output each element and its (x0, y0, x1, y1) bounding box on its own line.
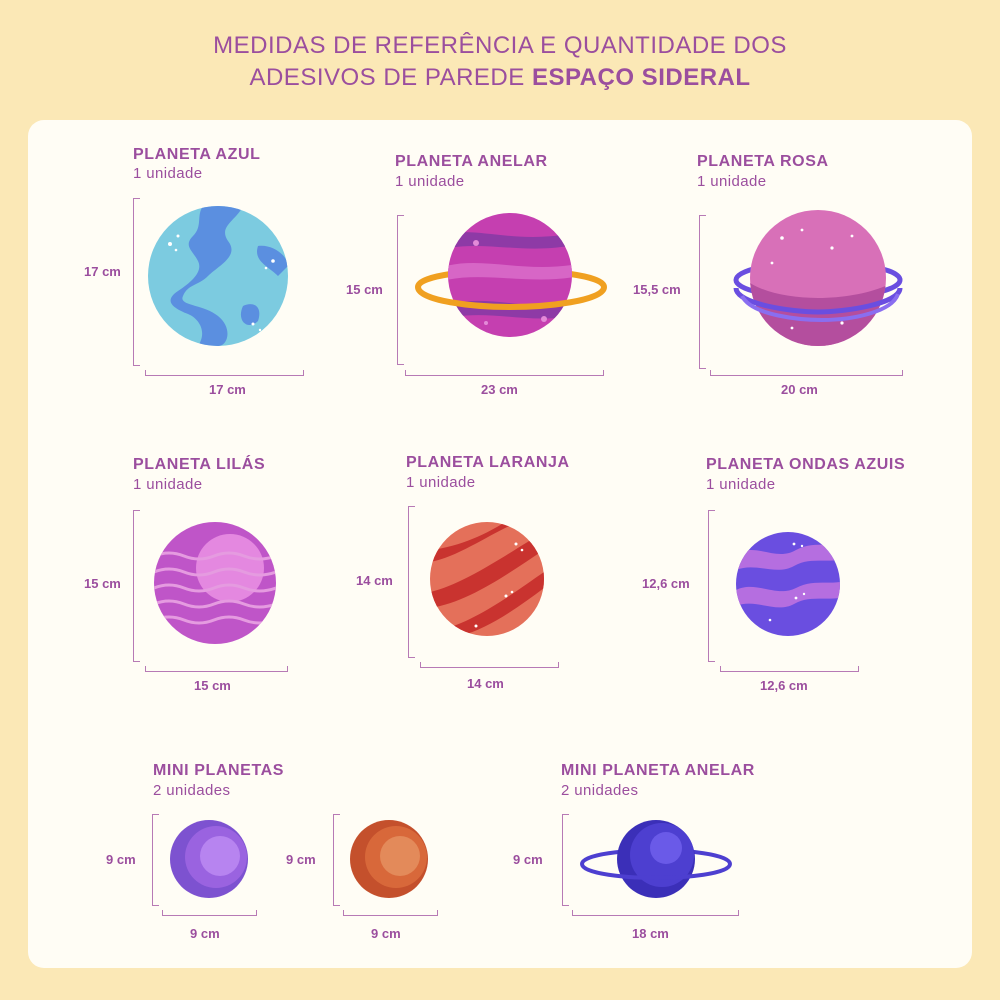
mini-orange-planet-icon (350, 820, 428, 898)
width-bracket (405, 370, 604, 376)
height-bracket (708, 510, 715, 662)
mini-ringed-planet-icon (580, 820, 732, 898)
item-title: PLANETA ROSA (697, 153, 829, 170)
header-line-1: MEDIDAS DE REFERÊNCIA E QUANTIDADE DOS (213, 32, 787, 59)
item-quantity: 1 unidade (133, 476, 203, 493)
width-label-2: 9 cm (371, 926, 401, 941)
mini-purple-planet-icon (170, 820, 248, 898)
height-bracket (397, 215, 404, 365)
item-title: PLANETA LARANJA (406, 454, 570, 471)
height-label-2: 9 cm (286, 852, 316, 867)
width-bracket-1 (162, 910, 257, 916)
height-label: 15 cm (346, 282, 383, 297)
width-bracket (420, 662, 559, 668)
blue-waves-planet-icon (736, 532, 840, 636)
height-label-1: 9 cm (106, 852, 136, 867)
page-header: MEDIDAS DE REFERÊNCIA E QUANTIDADE DOS A… (0, 30, 1000, 94)
height-label: 12,6 cm (642, 576, 690, 591)
height-bracket (562, 814, 569, 906)
lilac-planet-icon (154, 522, 276, 644)
height-label: 15 cm (84, 576, 121, 591)
height-bracket-1 (152, 814, 159, 906)
width-bracket (572, 910, 739, 916)
height-bracket (408, 506, 415, 658)
blue-planet-icon (148, 206, 288, 346)
item-title: PLANETA ONDAS AZUIS (706, 456, 906, 473)
width-label: 17 cm (209, 382, 246, 397)
item-quantity: 1 unidade (406, 474, 476, 491)
ringed-planet-icon (415, 213, 607, 337)
height-label: 9 cm (513, 852, 543, 867)
orange-planet-icon (430, 522, 544, 636)
item-quantity: 2 unidades (561, 782, 639, 799)
width-label: 12,6 cm (760, 678, 808, 693)
height-bracket (133, 198, 140, 366)
height-bracket (699, 215, 706, 369)
height-bracket-2 (333, 814, 340, 906)
item-quantity: 1 unidade (395, 173, 465, 190)
item-quantity: 1 unidade (697, 173, 767, 190)
pink-planet-icon (733, 210, 903, 346)
item-title: PLANETA AZUL (133, 146, 261, 163)
item-title: MINI PLANETA ANELAR (561, 762, 755, 779)
header-brand: ESPAÇO SIDERAL (531, 64, 751, 91)
width-bracket (145, 666, 288, 672)
item-quantity: 2 unidades (153, 782, 231, 799)
width-bracket (710, 370, 903, 376)
height-bracket (133, 510, 140, 662)
width-label: 14 cm (467, 676, 504, 691)
width-label: 18 cm (632, 926, 669, 941)
header-line-2: ADESIVOS DE PAREDE ESPAÇO SIDERAL (0, 62, 1000, 94)
width-label-1: 9 cm (190, 926, 220, 941)
height-label: 15,5 cm (633, 282, 681, 297)
width-bracket (145, 370, 304, 376)
item-title: MINI PLANETAS (153, 762, 285, 779)
width-bracket (720, 666, 859, 672)
width-label: 15 cm (194, 678, 231, 693)
item-title: PLANETA ANELAR (395, 153, 548, 170)
item-title: PLANETA LILÁS (133, 456, 266, 473)
width-label: 20 cm (781, 382, 818, 397)
height-label: 17 cm (84, 264, 121, 279)
width-label: 23 cm (481, 382, 518, 397)
item-quantity: 1 unidade (706, 476, 776, 493)
height-label: 14 cm (356, 573, 393, 588)
header-line-2-prefix: ADESIVOS DE PAREDE (249, 64, 532, 91)
width-bracket-2 (343, 910, 438, 916)
item-quantity: 1 unidade (133, 165, 203, 182)
